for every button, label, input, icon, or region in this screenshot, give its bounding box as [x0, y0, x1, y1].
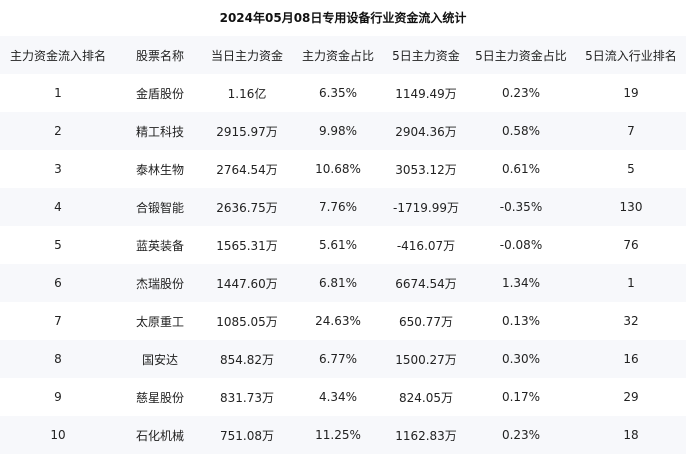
- main-fund-ratio-cell: 9.98%: [318, 124, 358, 138]
- 5day-industry-rank-cell: 29: [623, 390, 639, 404]
- rank-cell: 10: [50, 428, 66, 442]
- 5day-industry-rank-cell: 16: [623, 352, 639, 366]
- daily-main-fund-cell: 2636.75万: [216, 200, 278, 215]
- rank-cell: 8: [54, 352, 62, 366]
- 5day-main-fund-ratio-cell: 1.34%: [501, 276, 541, 290]
- daily-main-fund-cell: 2764.54万: [216, 162, 278, 177]
- daily-main-fund-cell: 751.08万: [220, 428, 274, 443]
- main-fund-ratio-cell: 10.68%: [315, 162, 361, 176]
- column-header-main-fund-ratio: 主力资金占比: [301, 48, 374, 63]
- 5day-main-fund-cell: 1500.27万: [395, 352, 457, 367]
- 5day-main-fund-ratio-cell: 0.61%: [501, 162, 541, 176]
- stock-name-cell: 太原重工: [135, 314, 184, 329]
- 5day-main-fund-ratio-cell: -0.08%: [499, 238, 543, 252]
- rank-cell: 4: [54, 200, 62, 214]
- table-header-row: 主力资金流入排名 股票名称 当日主力资金 主力资金占比 5日主力资金 5日主力资…: [0, 36, 686, 74]
- main-fund-ratio-cell: 11.25%: [315, 428, 361, 442]
- daily-main-fund-cell: 2915.97万: [216, 124, 278, 139]
- rank-cell: 6: [54, 276, 62, 290]
- table-body: 1 金盾股份 1.16亿 6.35% 1149.49万 0.23% 19 2 精工科技 2915.…: [0, 74, 686, 454]
- page-title: 2024年05月08日专用设备行业资金流入统计: [219, 11, 467, 25]
- 5day-main-fund-cell: 2904.36万: [395, 124, 457, 139]
- table-row: 9 慈星股份 831.73万 4.34% 824.05万 0.17% 29: [0, 378, 686, 416]
- rank-cell: 2: [54, 124, 62, 138]
- 5day-industry-rank-cell: 18: [623, 428, 639, 442]
- table-row: 4 合锻智能 2636.75万 7.76% -1719.99万 -0.35% 130: [0, 188, 686, 226]
- 5day-main-fund-cell: -416.07万: [396, 238, 456, 253]
- table-row: 8 国安达 854.82万 6.77% 1500.27万 0.30% 16: [0, 340, 686, 378]
- table-row: 7 太原重工 1085.05万 24.63% 650.77万 0.13% 32: [0, 302, 686, 340]
- 5day-main-fund-cell: -1719.99万: [393, 200, 459, 215]
- main-fund-ratio-cell: 6.35%: [318, 86, 358, 100]
- rank-cell: 3: [54, 162, 62, 176]
- main-fund-ratio-cell: 24.63%: [315, 314, 361, 328]
- table-row: 2 精工科技 2915.97万 9.98% 2904.36万 0.58% 7: [0, 112, 686, 150]
- 5day-industry-rank-cell: 76: [623, 238, 639, 252]
- stock-name-cell: 蓝英装备: [135, 238, 184, 253]
- daily-main-fund-cell: 831.73万: [220, 390, 274, 405]
- stock-name-cell: 合锻智能: [135, 200, 184, 215]
- 5day-industry-rank-cell: 7: [627, 124, 635, 138]
- column-header-5day-main-fund: 5日主力资金: [392, 48, 460, 63]
- rank-cell: 5: [54, 238, 62, 252]
- stock-name-cell: 金盾股份: [135, 86, 184, 101]
- table-row: 3 泰林生物 2764.54万 10.68% 3053.12万 0.61% 5: [0, 150, 686, 188]
- column-header-daily-main-fund: 当日主力资金: [210, 48, 283, 63]
- daily-main-fund-cell: 1085.05万: [216, 314, 278, 329]
- 5day-industry-rank-cell: 5: [627, 162, 635, 176]
- 5day-industry-rank-cell: 32: [623, 314, 639, 328]
- main-fund-ratio-cell: 6.77%: [318, 352, 358, 366]
- daily-main-fund-cell: 1565.31万: [216, 238, 278, 253]
- table-row: 5 蓝英装备 1565.31万 5.61% -416.07万 -0.08% 76: [0, 226, 686, 264]
- rank-cell: 7: [54, 314, 62, 328]
- 5day-main-fund-ratio-cell: -0.35%: [499, 200, 543, 214]
- 5day-main-fund-cell: 1162.83万: [395, 428, 457, 443]
- main-fund-ratio-cell: 5.61%: [318, 238, 358, 252]
- rank-cell: 9: [54, 390, 62, 404]
- stock-name-cell: 杰瑞股份: [135, 276, 184, 291]
- main-fund-ratio-cell: 4.34%: [318, 390, 358, 404]
- 5day-industry-rank-cell: 130: [619, 200, 643, 214]
- daily-main-fund-cell: 854.82万: [220, 352, 274, 367]
- table-row: 1 金盾股份 1.16亿 6.35% 1149.49万 0.23% 19: [0, 74, 686, 112]
- table-row: 6 杰瑞股份 1447.60万 6.81% 6674.54万 1.34% 1: [0, 264, 686, 302]
- column-header-stock-name: 股票名称: [135, 48, 184, 63]
- rank-cell: 1: [54, 86, 62, 100]
- 5day-industry-rank-cell: 1: [627, 276, 635, 290]
- daily-main-fund-cell: 1447.60万: [216, 276, 278, 291]
- main-fund-ratio-cell: 7.76%: [318, 200, 358, 214]
- stock-name-cell: 石化机械: [135, 428, 184, 443]
- 5day-main-fund-cell: 1149.49万: [395, 86, 457, 101]
- 5day-industry-rank-cell: 19: [623, 86, 639, 100]
- daily-main-fund-cell: 1.16亿: [227, 86, 267, 101]
- stock-name-cell: 泰林生物: [135, 162, 184, 177]
- fund-flow-table: 主力资金流入排名 股票名称 当日主力资金 主力资金占比 5日主力资金 5日主力资…: [0, 36, 686, 454]
- 5day-main-fund-ratio-cell: 0.23%: [501, 428, 541, 442]
- 5day-main-fund-cell: 6674.54万: [395, 276, 457, 291]
- 5day-main-fund-ratio-cell: 0.13%: [501, 314, 541, 328]
- column-header-5day-industry-rank: 5日流入行业排名: [585, 48, 677, 63]
- main-fund-ratio-cell: 6.81%: [318, 276, 358, 290]
- 5day-main-fund-cell: 3053.12万: [395, 162, 457, 177]
- column-header-5day-main-fund-ratio: 5日主力资金占比: [475, 48, 567, 63]
- 5day-main-fund-cell: 824.05万: [399, 390, 453, 405]
- 5day-main-fund-cell: 650.77万: [399, 314, 453, 329]
- 5day-main-fund-ratio-cell: 0.17%: [501, 390, 541, 404]
- stock-name-cell: 国安达: [141, 352, 178, 367]
- 5day-main-fund-ratio-cell: 0.30%: [501, 352, 541, 366]
- stock-name-cell: 慈星股份: [135, 390, 184, 405]
- table-row: 10 石化机械 751.08万 11.25% 1162.83万 0.23% 18: [0, 416, 686, 454]
- 5day-main-fund-ratio-cell: 0.58%: [501, 124, 541, 138]
- 5day-main-fund-ratio-cell: 0.23%: [501, 86, 541, 100]
- stock-name-cell: 精工科技: [135, 124, 184, 139]
- column-header-rank: 主力资金流入排名: [9, 48, 106, 63]
